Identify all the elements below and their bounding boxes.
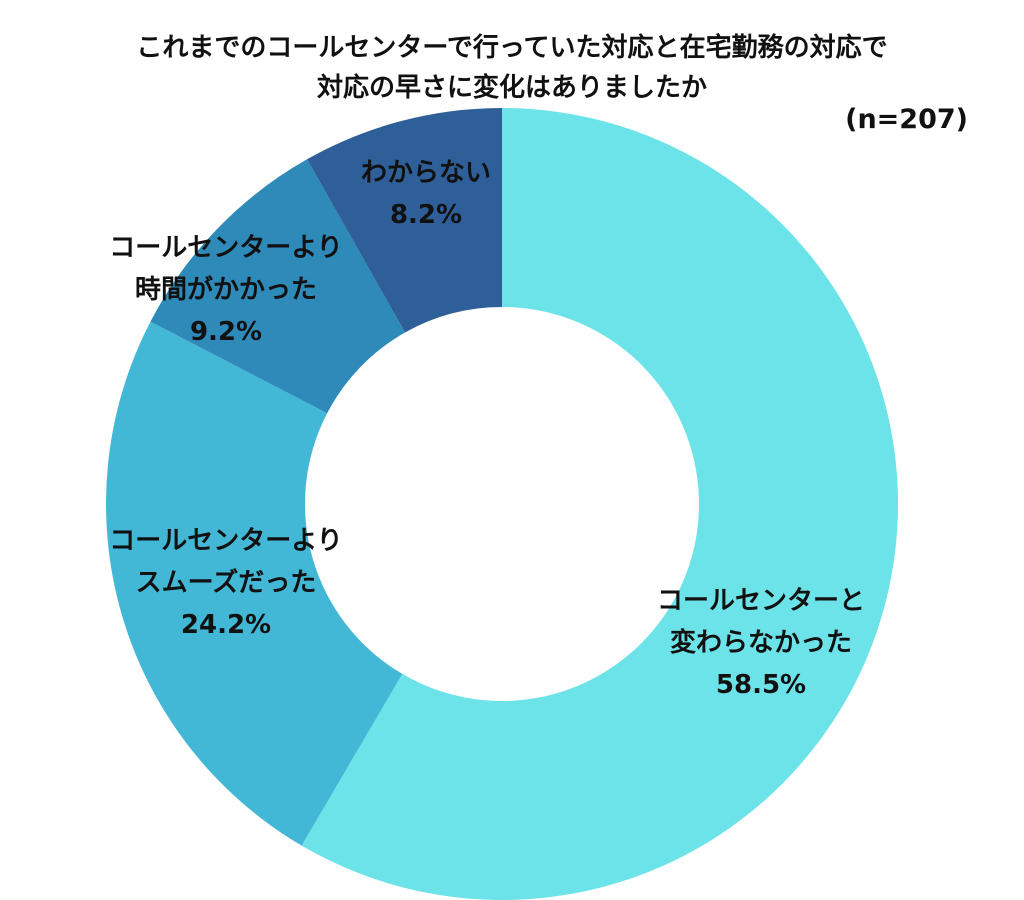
slice-label-slower-line2: 時間がかかった	[134, 275, 317, 305]
slice-label-smoother-line2: スムーズだった	[135, 568, 317, 598]
slice-label-slower: コールセンターより 時間がかかった 9.2%	[86, 227, 366, 353]
slice-label-smoother-line1: コールセンターより	[109, 526, 343, 556]
chart-title-line-1: これまでのコールセンターで行っていた対応と在宅勤務の対応で	[136, 33, 888, 63]
slice-slower	[150, 159, 406, 414]
slice-unknown	[307, 108, 502, 333]
slice-label-smoother-value: 24.2%	[180, 610, 272, 640]
slice-label-same-value: 58.5%	[715, 670, 807, 700]
slice-label-unknown: わからない 8.2%	[336, 152, 516, 236]
slice-label-unknown-value: 8.2%	[389, 200, 463, 230]
slice-label-same-line1: コールセンターと	[656, 586, 865, 616]
slice-label-slower-value: 9.2%	[189, 317, 263, 347]
chart-title: これまでのコールセンターで行っていた対応と在宅勤務の対応で 対応の早さに変化はあ…	[0, 28, 1024, 108]
slice-same	[301, 108, 898, 900]
slice-smoother	[105, 321, 403, 846]
slice-label-smoother: コールセンターより スムーズだった 24.2%	[86, 520, 366, 646]
chart-title-line-2: 対応の早さに変化はありましたか	[316, 73, 707, 103]
slice-label-unknown-line1: わからない	[360, 158, 491, 188]
slice-label-slower-line1: コールセンターより	[109, 233, 343, 263]
sample-size-note: (n=207)	[845, 104, 968, 135]
slice-label-same: コールセンターと 変わらなかった 58.5%	[636, 580, 886, 706]
slice-label-same-line2: 変わらなかった	[669, 628, 852, 658]
